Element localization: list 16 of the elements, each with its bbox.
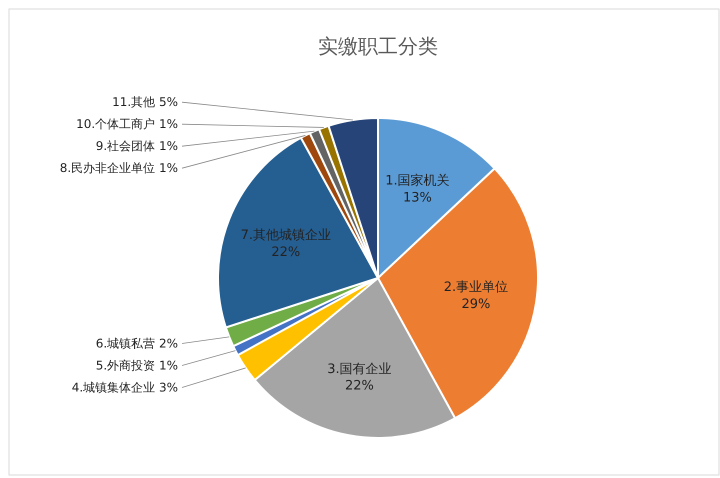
- data-label: 22%: [344, 378, 374, 394]
- slice-label: 2.事业单位: [444, 280, 508, 295]
- slice-label: 8.民办非企业单位 1%: [60, 161, 178, 176]
- slice-label: 1.国家机关: [385, 172, 450, 188]
- slice-label: 5.外商投资 1%: [96, 358, 178, 373]
- slice-label: 10.个体工商户 1%: [76, 117, 178, 132]
- data-label: 13%: [402, 190, 432, 206]
- data-label: 22%: [271, 244, 300, 260]
- slice-label: 11.其他 5%: [112, 95, 178, 110]
- slice-label: 3.国有企业: [327, 362, 392, 377]
- chart-title: 实缴职工分类: [318, 34, 438, 58]
- slice-label: 7.其他城镇企业: [240, 228, 331, 243]
- slice-label: 9.社会团体 1%: [96, 139, 178, 154]
- slice-label: 6.城镇私营 2%: [96, 336, 178, 351]
- data-label: 29%: [462, 296, 490, 312]
- slice-label: 4.城镇集体企业 3%: [72, 380, 178, 395]
